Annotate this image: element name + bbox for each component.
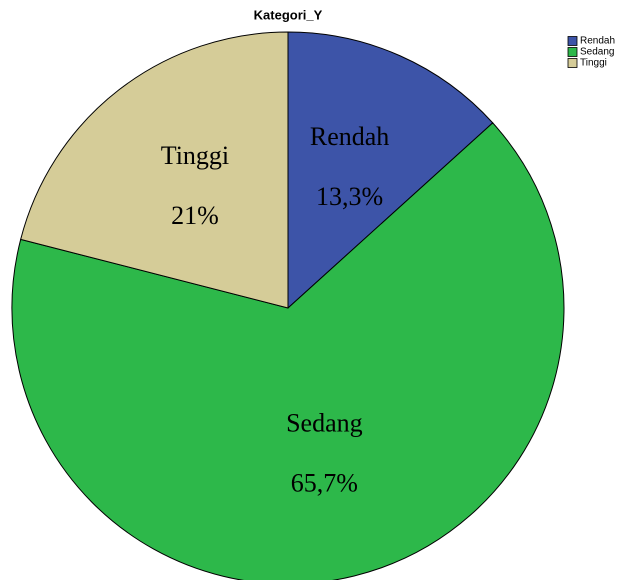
slice-value-label: 21% xyxy=(171,201,219,230)
pie-slice xyxy=(287,31,494,310)
slice-label: Sedang xyxy=(286,408,363,437)
slice-value-label: 65,7% xyxy=(291,468,358,497)
chart-title: Kategori_Y xyxy=(254,7,323,22)
slice-label: Tinggi xyxy=(161,141,229,170)
legend-swatch xyxy=(567,36,578,46)
legend-label: Rendah xyxy=(580,36,615,47)
pie-slice xyxy=(11,122,565,580)
slice-value-label: 13,3% xyxy=(316,182,383,211)
legend-swatch xyxy=(567,58,578,68)
slice-label: Rendah xyxy=(310,122,389,151)
legend-swatch xyxy=(567,47,578,57)
legend-label: Sedang xyxy=(580,47,614,58)
pie-slice xyxy=(20,31,289,309)
legend-label: Tinggi xyxy=(580,58,607,69)
